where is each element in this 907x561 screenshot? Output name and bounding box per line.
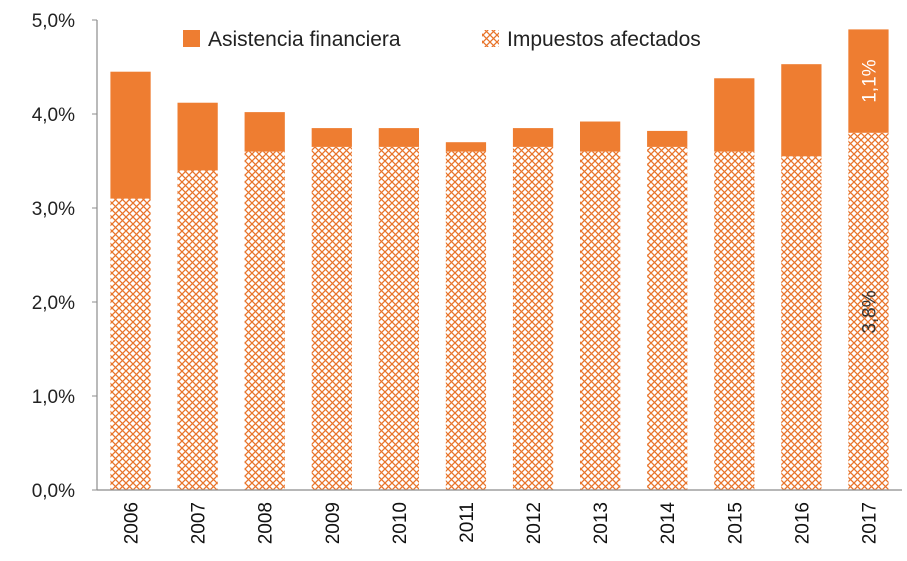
bar-impuestos-2008: [244, 151, 285, 490]
bar-impuestos-2011: [445, 151, 487, 490]
bar-asistencia-2007: [177, 102, 218, 171]
legend-label-impuestos: Impuestos afectados: [507, 28, 701, 51]
x-tick-label: 2006: [122, 502, 143, 544]
bar-impuestos-2014: [647, 146, 688, 490]
x-tick-label: 2011: [457, 502, 478, 543]
bar-asistencia-2013: [580, 121, 621, 152]
x-tick-label: 2015: [725, 502, 746, 544]
legend-swatch-impuestos: [482, 30, 499, 47]
bar-asistencia-2006: [110, 71, 151, 199]
x-tick-label: 2014: [658, 502, 679, 545]
x-tick-label: 2008: [256, 502, 277, 544]
bar-asistencia-2010: [378, 128, 419, 147]
bar-impuestos-2016: [781, 156, 822, 491]
x-tick-label: 2009: [323, 502, 344, 544]
y-tick-label: 0,0%: [32, 481, 75, 502]
x-tick-label: 2007: [189, 502, 210, 544]
x-tick-label: 2017: [859, 502, 880, 544]
x-tick-label: 2013: [591, 502, 612, 544]
bar-impuestos-2017: [848, 132, 889, 491]
x-tick-label: 2010: [390, 502, 411, 544]
legend-swatch-asistencia: [183, 30, 200, 47]
bar-impuestos-2006: [110, 198, 151, 490]
y-tick-label: 3,0%: [32, 199, 75, 220]
bar-asistencia-2011: [445, 142, 487, 152]
bars: [110, 29, 889, 491]
bar-impuestos-2009: [311, 146, 352, 490]
data-labels: 1,1% 3,8%: [859, 59, 880, 333]
bar-impuestos-2013: [580, 151, 621, 490]
bar-asistencia-2008: [244, 112, 285, 152]
legend: Asistencia financiera Impuestos afectado…: [183, 28, 701, 51]
x-tick-label: 2012: [524, 502, 545, 544]
y-tick-label: 4,0%: [32, 105, 75, 126]
bar-impuestos-2012: [512, 146, 554, 490]
y-axis: 0,0% 1,0% 2,0% 3,0% 4,0% 5,0%: [32, 11, 98, 502]
bar-asistencia-2016: [781, 64, 822, 157]
x-axis: 2006 2007 2008 2009 2010 2011 2012 2013 2014 2015…: [97, 489, 902, 545]
legend-label-asistencia: Asistencia financiera: [208, 28, 401, 51]
y-tick-label: 5,0%: [32, 11, 75, 32]
bar-asistencia-2009: [311, 128, 352, 147]
data-label-2017: 3,8%: [859, 290, 880, 333]
bar-impuestos-2010: [378, 146, 419, 490]
bar-asistencia-2012: [512, 128, 554, 147]
bar-asistencia-2015: [714, 78, 755, 152]
bar-asistencia-2014: [647, 130, 688, 147]
bar-asistencia-2017: [848, 29, 889, 133]
x-tick-label: 2016: [792, 502, 813, 544]
bar-impuestos-2015: [714, 151, 755, 490]
y-tick-label: 2,0%: [32, 293, 75, 314]
data-label-2017: 1,1%: [859, 59, 880, 102]
bar-impuestos-2007: [177, 170, 218, 490]
y-tick-label: 1,0%: [32, 387, 75, 408]
